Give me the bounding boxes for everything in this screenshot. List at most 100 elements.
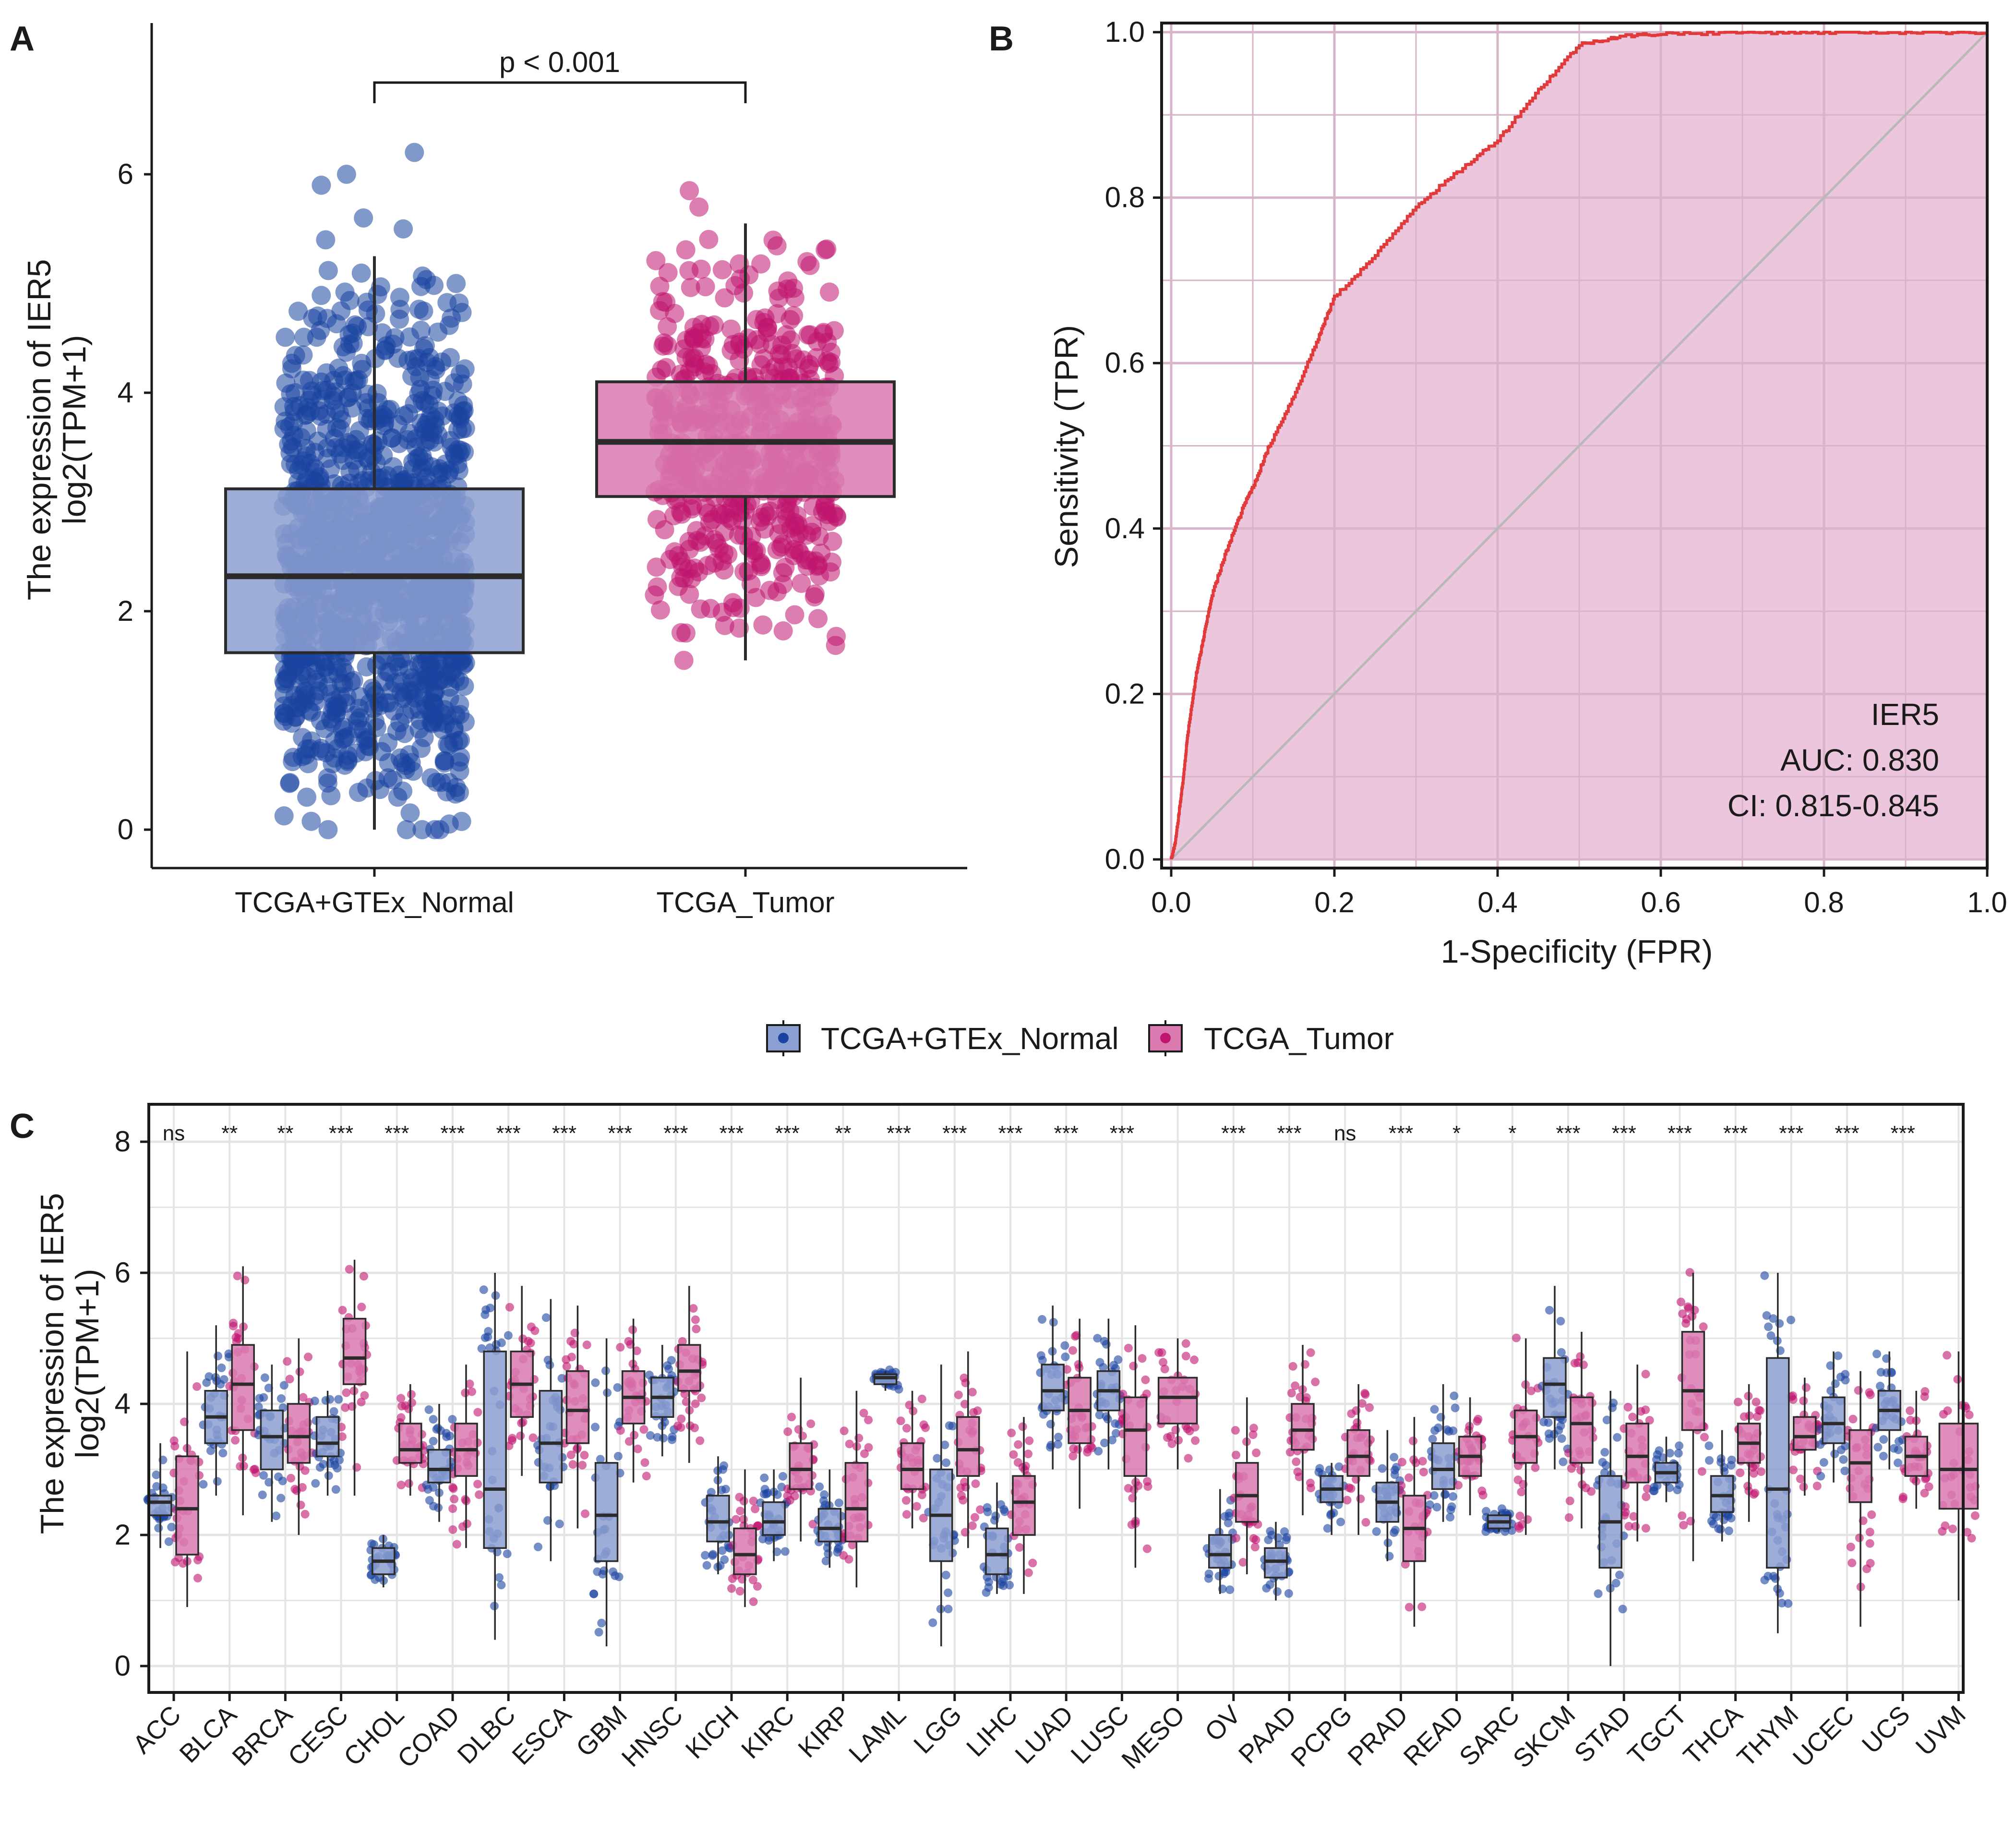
panel-c-point xyxy=(1600,1448,1609,1457)
panel-c-point xyxy=(1531,1463,1540,1472)
panel-c-point xyxy=(1642,1492,1651,1501)
panel-a-point xyxy=(331,419,350,439)
panel-a-point xyxy=(753,615,773,635)
panel-a-point xyxy=(306,692,325,712)
panel-a-point xyxy=(300,739,320,759)
panel-c-point xyxy=(1756,1406,1765,1415)
panel-c-point xyxy=(1334,1462,1344,1471)
panel-c-point xyxy=(1287,1389,1296,1398)
panel-c-sig-label: *** xyxy=(663,1122,688,1145)
p-value-bracket xyxy=(373,81,747,103)
panel-a-point xyxy=(656,358,676,377)
panel-c-point xyxy=(407,1390,416,1399)
panel-c-point xyxy=(1872,1350,1881,1358)
panel-a-point xyxy=(658,263,678,282)
panel-a-point xyxy=(351,263,371,283)
panel-c-point xyxy=(1267,1531,1276,1540)
panel-c-BRCA-normal-box xyxy=(260,1409,284,1471)
panel-c-point xyxy=(492,1547,502,1557)
panel-c-point xyxy=(1579,1360,1588,1369)
panel-c-point xyxy=(310,1396,319,1405)
panel-c-point xyxy=(739,1515,748,1524)
panel-c-point xyxy=(1293,1467,1302,1476)
panel-a-y-tick-label-4: 4 xyxy=(118,376,133,409)
panel-c-point xyxy=(1760,1271,1769,1280)
panel-a-point xyxy=(647,510,667,529)
panel-c-point xyxy=(971,1513,979,1522)
panel-a-point xyxy=(792,574,811,593)
panel-c-point xyxy=(1451,1403,1460,1413)
panel-c-point xyxy=(1073,1445,1082,1454)
panel-c-point xyxy=(450,1495,459,1504)
panel-c-sig-label: *** xyxy=(1277,1122,1301,1145)
legend-tumor-label: TCGA_Tumor xyxy=(1204,1021,1394,1056)
panel-c-point xyxy=(721,1485,730,1494)
roc-y-title: Sensitivity (TPR) xyxy=(1048,325,1085,568)
panel-c-point xyxy=(611,1571,620,1580)
panel-c-point xyxy=(213,1477,222,1486)
panel-c-point xyxy=(396,1480,406,1489)
panel-c-point xyxy=(1512,1333,1521,1342)
panel-a-point xyxy=(354,208,373,228)
panel-c-point xyxy=(1390,1528,1399,1537)
panel-a-point xyxy=(763,230,783,250)
panel-a-point xyxy=(285,383,305,402)
panel-c-point xyxy=(1249,1534,1258,1543)
panel-c-point xyxy=(1784,1599,1793,1608)
panel-a-point xyxy=(715,616,734,635)
panel-c-point xyxy=(948,1422,957,1431)
panel-c-point xyxy=(1306,1348,1315,1357)
panel-c-point xyxy=(844,1555,853,1564)
panel-c-point xyxy=(1556,1317,1565,1326)
panel-a-point xyxy=(282,353,301,373)
panel-c-point xyxy=(1100,1337,1109,1346)
panel-c-point xyxy=(1762,1311,1771,1320)
panel-c-point xyxy=(727,1584,736,1593)
panel-a-point xyxy=(399,404,419,423)
panel-a-point xyxy=(335,282,355,302)
panel-c-point xyxy=(1898,1494,1908,1503)
panel-c-point xyxy=(902,1510,911,1519)
panel-a-point xyxy=(723,598,743,617)
panel-c-point xyxy=(968,1388,977,1397)
panel-c-point xyxy=(973,1406,982,1415)
panel-c-point xyxy=(646,1431,655,1440)
panel-c-point xyxy=(691,1315,700,1324)
panel-c-point xyxy=(164,1537,173,1546)
panel-c-sig-label: ** xyxy=(277,1122,293,1145)
panel-c-point xyxy=(1425,1500,1434,1509)
panel-c-x-tick-label: READ xyxy=(1398,1700,1470,1772)
legend-tumor-dot xyxy=(1160,1033,1171,1043)
panel-a-point xyxy=(290,674,310,694)
panel-a-point xyxy=(679,559,698,579)
panel-c-sig-label: *** xyxy=(1835,1122,1859,1145)
panel-a-point xyxy=(317,309,337,328)
panel-a-point xyxy=(425,662,445,682)
panel-c-point xyxy=(1716,1458,1726,1467)
panel-a-point xyxy=(390,288,409,307)
panel-c-point xyxy=(1834,1351,1843,1360)
panel-c-point xyxy=(580,1450,589,1460)
panel-c-point xyxy=(1005,1581,1014,1590)
panel-a-point xyxy=(317,363,336,383)
panel-c-point xyxy=(1816,1472,1825,1481)
roc-grid-overlay xyxy=(1162,23,1989,868)
panel-a-point xyxy=(689,197,709,217)
panel-a-point xyxy=(798,325,818,345)
panel-c-point xyxy=(483,1332,492,1341)
panel-c-point xyxy=(1658,1453,1668,1462)
panel-c-point xyxy=(204,1372,214,1381)
panel-c-point xyxy=(300,1466,310,1475)
panel-c-COAD-normal-box xyxy=(427,1449,451,1484)
panel-c-point xyxy=(735,1587,744,1596)
panel-c-point xyxy=(504,1331,513,1340)
panel-a-y-tick-label-2: 2 xyxy=(118,595,133,627)
panel-a-point xyxy=(400,803,420,823)
panel-c-point xyxy=(1665,1449,1674,1458)
panel-a-point xyxy=(428,322,448,342)
panel-a-point xyxy=(682,499,701,519)
panel-c-point xyxy=(1238,1558,1248,1567)
panel-c-point xyxy=(1796,1474,1805,1484)
panel-c-point xyxy=(1685,1268,1694,1277)
roc-x-tick-label: 0.4 xyxy=(1477,886,1517,918)
